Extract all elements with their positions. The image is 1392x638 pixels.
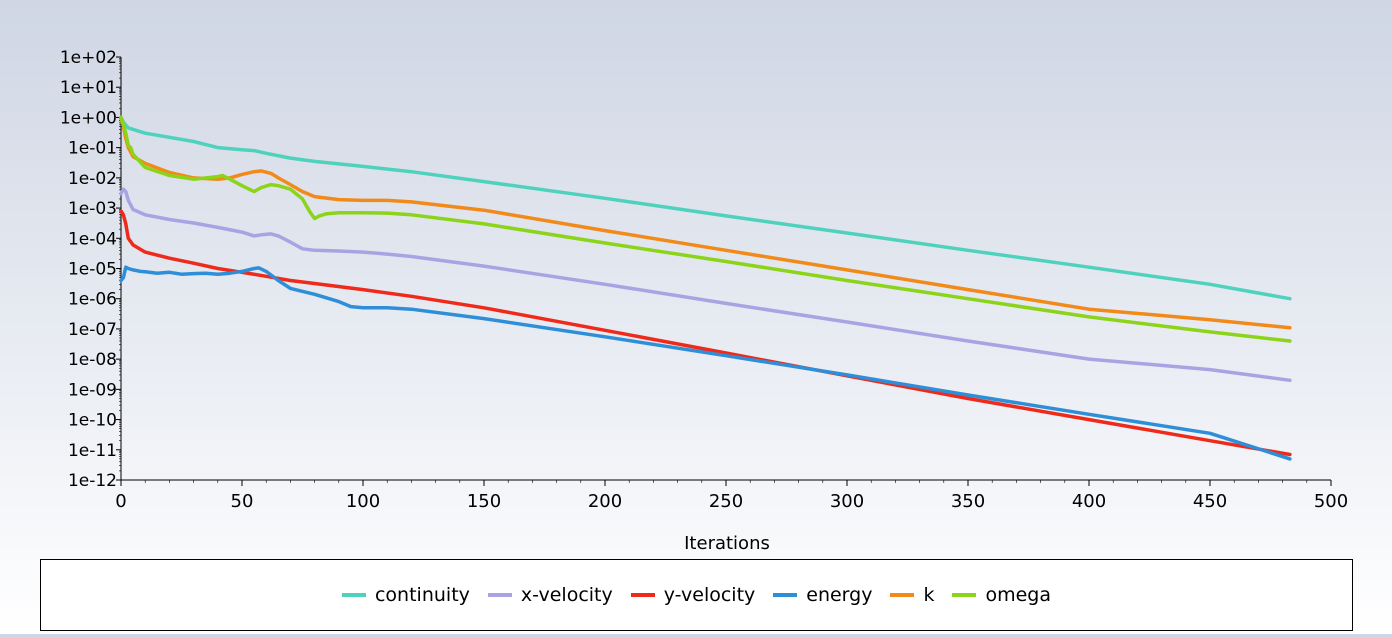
- legend-label: k: [923, 584, 935, 606]
- legend-item-energy: energy: [773, 584, 872, 606]
- y-tick-label: 1e+02: [60, 48, 117, 68]
- legend-item-k: k: [890, 584, 934, 606]
- x-tick-label: 50: [231, 491, 254, 512]
- y-tick-label: 1e-05: [68, 260, 117, 280]
- x-tick-label: 0: [115, 491, 126, 512]
- legend-label: x-velocity: [520, 584, 613, 606]
- y-tick-label: 1e-11: [68, 441, 117, 461]
- x-tick-label: 250: [709, 491, 743, 512]
- y-tick-label: 1e-12: [68, 471, 117, 491]
- legend-swatch: [487, 593, 512, 597]
- series-line-x-velocity: [119, 187, 1292, 383]
- y-tick-label: 1e-08: [68, 350, 117, 370]
- tick-labels: 1e+02 1e+01 1e+00 1e-01 1e-02 1e-03 1e-04 1e-05…: [60, 48, 1348, 512]
- x-tick-label: 500: [1314, 491, 1348, 512]
- y-tick-label: 1e+00: [60, 108, 117, 128]
- x-tick-label: 150: [467, 491, 501, 512]
- series-line-omega: [119, 115, 1292, 343]
- legend-item-continuity: continuity: [341, 584, 470, 606]
- y-tick-label: 1e-09: [68, 380, 117, 400]
- legend-item-x-velocity: x-velocity: [487, 584, 613, 606]
- y-tick-label: 1e-07: [68, 320, 117, 340]
- y-tick-label: 1e-01: [68, 139, 117, 159]
- x-tick-label: 300: [830, 491, 864, 512]
- x-axis-label: Iterations: [684, 533, 770, 554]
- x-tick-label: 450: [1193, 491, 1227, 512]
- series-lines: [119, 115, 1292, 461]
- series-line-energy: [119, 265, 1292, 461]
- legend-label: y-velocity: [663, 584, 756, 606]
- x-tick-label: 400: [1072, 491, 1106, 512]
- y-tick-label: 1e-02: [68, 169, 117, 189]
- legend-swatch: [630, 593, 655, 597]
- y-tick-label: 1e-06: [68, 290, 117, 310]
- legend-swatch: [773, 593, 798, 597]
- legend-item-y-velocity: y-velocity: [630, 584, 756, 606]
- y-tick-label: 1e-03: [68, 199, 117, 219]
- legend: continuity x-velocity y-velocity energy k ome…: [40, 559, 1353, 631]
- y-tick-label: 1e+01: [60, 78, 117, 98]
- legend-label: omega: [985, 584, 1052, 606]
- legend-item-omega: omega: [952, 584, 1051, 606]
- legend-swatch: [890, 593, 915, 597]
- x-tick-label: 100: [346, 491, 380, 512]
- y-tick-label: 1e-10: [68, 411, 117, 431]
- y-tick-label: 1e-04: [68, 229, 117, 249]
- legend-label: energy: [806, 584, 873, 606]
- legend-swatch: [341, 593, 366, 597]
- series-line-continuity: [119, 115, 1292, 301]
- legend-swatch: [952, 593, 977, 597]
- legend-label: continuity: [374, 584, 470, 606]
- x-tick-label: 200: [588, 491, 622, 512]
- axes: [116, 56, 1332, 486]
- x-tick-label: 350: [951, 491, 985, 512]
- series-line-k: [119, 115, 1292, 330]
